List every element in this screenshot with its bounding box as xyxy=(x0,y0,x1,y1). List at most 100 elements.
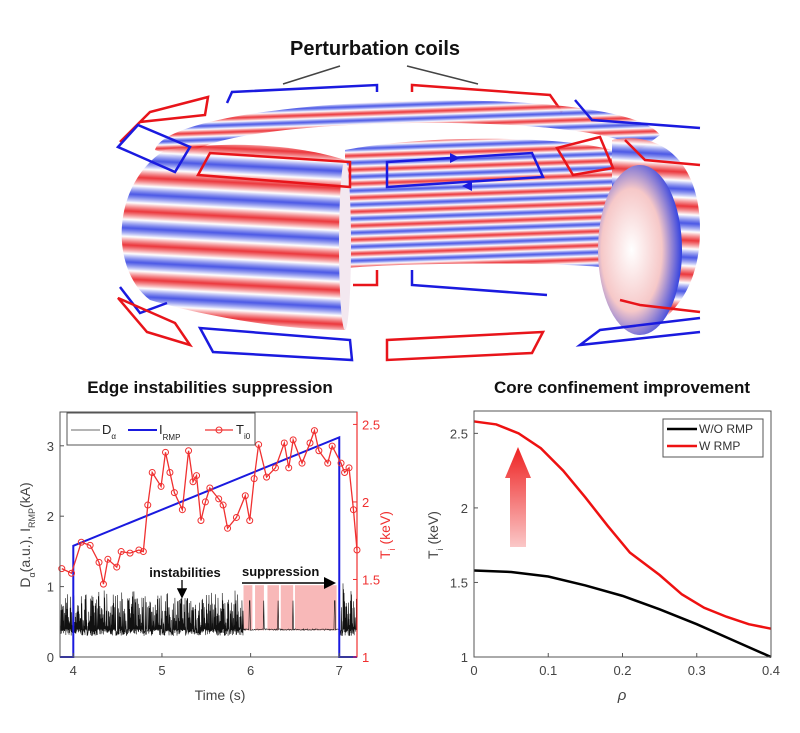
cut-face xyxy=(339,160,351,330)
core-chart-title: Core confinement improvement xyxy=(494,378,750,397)
coil-upper-front-red xyxy=(195,151,352,189)
edge-chart-ylabel-left: Dα(a.u.), IRMP(kA) xyxy=(17,482,37,587)
ti0-point xyxy=(310,427,318,435)
ti0-point xyxy=(95,558,103,566)
torus-diagram: Perturbation coils xyxy=(115,38,701,362)
legend-box xyxy=(66,412,256,446)
x-tick-label: 0.1 xyxy=(539,663,557,678)
ti0-point xyxy=(341,468,349,476)
y-tick-label-left: 2 xyxy=(47,509,54,524)
ti0-point xyxy=(280,439,288,447)
coil-upper-mid-blue xyxy=(385,151,545,189)
ti0-point xyxy=(271,464,279,472)
coil-lower-back-blue xyxy=(410,270,548,297)
ti0-point xyxy=(232,513,240,521)
legend-label-dalpha: Dα xyxy=(102,422,116,441)
series-wo-rmp-line xyxy=(473,569,772,659)
coil-lower-back-red xyxy=(353,270,379,287)
current-direction-arrows xyxy=(450,153,472,191)
ti0-point xyxy=(189,478,197,486)
x-tick-label: 7 xyxy=(336,663,343,678)
edge-chart-xlabel: Time (s) xyxy=(195,687,246,703)
ti0-point xyxy=(197,517,205,525)
coil-lower-right-red xyxy=(619,298,701,314)
ti0-point xyxy=(241,492,249,500)
ti0-point xyxy=(126,549,134,557)
coil-top-back-red xyxy=(410,83,564,113)
ti0-point xyxy=(135,546,143,554)
legend-label-ti0: Ti0 xyxy=(236,422,251,441)
coil-upper-left-blue xyxy=(115,123,192,174)
series-dalpha-line xyxy=(59,583,358,636)
x-tick-label: 0.4 xyxy=(762,663,780,678)
core-chart-legend: W/O RMP W RMP xyxy=(662,418,764,458)
torus-cross-section xyxy=(598,165,682,335)
coil-lower-front-red xyxy=(385,330,546,362)
coil-lower-front-blue xyxy=(197,326,354,362)
suppression-shade-1 xyxy=(255,585,264,631)
ti0-point xyxy=(77,538,85,546)
ti0-point xyxy=(285,464,293,472)
y-tick-label: 2.5 xyxy=(450,426,468,441)
ti0-point xyxy=(58,565,66,573)
ti0-point xyxy=(185,447,193,455)
ti0-point xyxy=(345,464,353,472)
coil-upper-far-right-blue xyxy=(574,99,701,130)
y-tick-label-right: 2 xyxy=(362,495,369,510)
ti0-point xyxy=(157,482,165,490)
y-tick-label: 1 xyxy=(461,650,468,665)
y-tick-label-right: 2.5 xyxy=(362,417,380,432)
ti0-point xyxy=(166,468,174,476)
suppression-shade-2 xyxy=(267,585,279,631)
leader-line-left xyxy=(282,65,341,85)
coil-lower-left-blue xyxy=(119,286,168,315)
ti0-point xyxy=(104,555,112,563)
x-tick-label: 4 xyxy=(70,663,77,678)
edge-chart-ylabel-right: Ti (keV) xyxy=(377,511,397,559)
edge-chart-title: Edge instabilities suppression xyxy=(87,378,333,397)
core-chart-xlabel: ρ xyxy=(617,687,627,704)
torus-top-surface xyxy=(155,100,660,160)
torus-left-section xyxy=(121,144,345,330)
y-tick-label-right: 1.5 xyxy=(362,572,380,587)
ti0-point xyxy=(113,563,121,571)
ti0-point xyxy=(255,441,263,449)
leader-line-right xyxy=(406,65,479,85)
torus-inner-wall xyxy=(345,138,612,268)
edge-chart: Edge instabilities suppression 4 5 6 7 0 1 2 3 1… xyxy=(17,378,397,703)
ti0-point xyxy=(328,442,336,450)
ti0-point xyxy=(86,541,94,549)
ti0-point xyxy=(201,498,209,506)
legend-label-w-rmp: W RMP xyxy=(699,439,740,453)
legend-label-wo-rmp: W/O RMP xyxy=(699,422,753,436)
ti0-point xyxy=(263,473,271,481)
ti0-point xyxy=(117,548,125,556)
ti0-point xyxy=(178,506,186,514)
x-tick-label: 0.3 xyxy=(688,663,706,678)
ti0-point xyxy=(139,548,147,556)
ti0-point xyxy=(246,517,254,525)
core-chart-ylabel: Ti (keV) xyxy=(425,511,445,559)
annotation-suppression: suppression xyxy=(242,564,319,579)
coil-top-back-blue xyxy=(225,83,379,104)
coil-upper-far-right-red xyxy=(624,139,701,167)
suppression-shade-0 xyxy=(243,585,253,631)
y-tick-label: 1.5 xyxy=(450,575,468,590)
ti0-point xyxy=(324,459,332,467)
series-ti0-line xyxy=(61,428,358,585)
x-tick-label: 0 xyxy=(470,663,477,678)
ti0-point xyxy=(250,475,258,483)
ti0-point xyxy=(162,448,170,456)
x-tick-label: 5 xyxy=(158,663,165,678)
y-tick-label-left: 1 xyxy=(47,580,54,595)
ti0-point xyxy=(298,459,306,467)
y-tick-label-right: 1 xyxy=(362,650,369,665)
ti0-point xyxy=(306,439,314,447)
x-tick-label: 6 xyxy=(247,663,254,678)
ti0-point xyxy=(337,459,345,467)
ti0-point xyxy=(144,501,152,509)
y-tick-label-left: 0 xyxy=(47,650,54,665)
coil-lower-left-red xyxy=(117,296,194,348)
x-tick-label: 0.2 xyxy=(613,663,631,678)
